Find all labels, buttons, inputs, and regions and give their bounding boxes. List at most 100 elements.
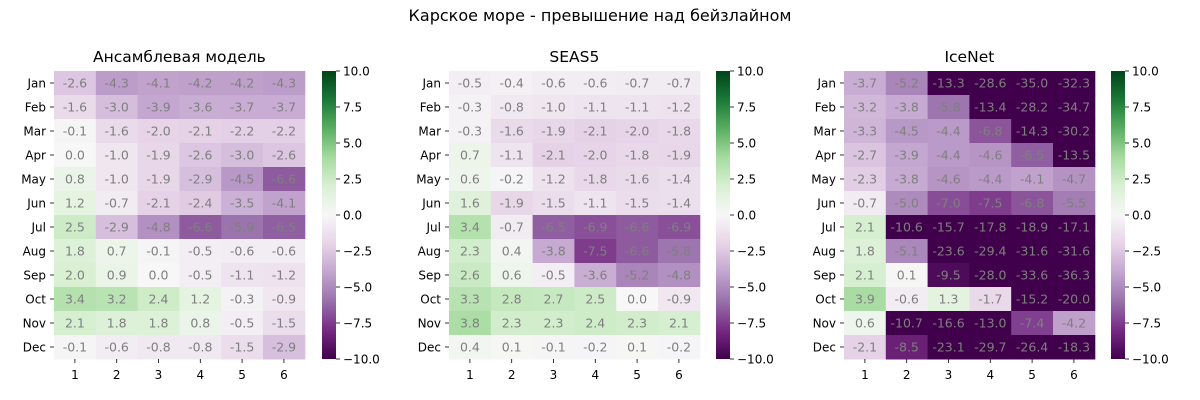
cell-value-label: -1.0 [541,100,565,115]
x-tick-label: 2 [508,368,516,382]
cell-value-label: -2.1 [146,196,170,211]
heatmap-cell [137,215,180,240]
heatmap-cell [179,167,222,192]
heatmap-cell [263,335,306,360]
cell-value-label: -1.1 [500,148,524,163]
y-tick-label: Nov [813,317,836,331]
cell-value-label: -18.9 [1016,220,1048,235]
cell-value-label: -4.4 [978,172,1002,187]
heatmap-cell [927,143,970,168]
cell-value-label: -23.6 [932,244,964,259]
heatmap-cell [969,263,1012,288]
heatmap-cell [885,311,929,336]
heatmap-cell [1053,95,1096,120]
cell-value-label: -0.1 [146,244,170,259]
cell-value-label: -2.6 [188,148,212,163]
heatmap-cell [969,95,1012,120]
heatmap-cell [658,71,701,96]
cell-value-label: -6.5 [272,220,296,235]
cell-value-label: -15.2 [1016,292,1048,307]
cell-value-label: -0.5 [541,268,565,283]
cell-value-label: -2.2 [272,124,296,139]
heatmap-cell [885,191,929,216]
heatmap-cell [221,311,264,336]
heatmap-cell [179,119,222,144]
y-tick-label: Feb [25,101,46,115]
cell-value-label: -0.2 [500,172,524,187]
heatmap-cell [449,143,492,168]
heatmap-cell [449,335,492,360]
cell-value-label: -34.7 [1058,100,1090,115]
cell-value-label: -0.6 [272,244,296,259]
cell-value-label: -7.5 [583,244,607,259]
x-tick-label: 3 [945,368,953,382]
colorbar-tick-label: 0.0 [737,209,756,223]
y-tick-label: Aug [418,245,441,259]
cell-value-label: -1.4 [667,196,691,211]
heatmap-cell [532,335,575,360]
cell-value-label: -4.4 [936,124,960,139]
x-tick-label: 5 [238,368,246,382]
x-tick-label: 6 [675,368,683,382]
cell-value-label: 1.8 [107,316,127,331]
cell-value-label: 1.8 [65,244,85,259]
cell-value-label: -0.2 [583,340,607,355]
heatmap-cell [95,239,139,264]
cell-value-label: 0.4 [460,340,480,355]
heatmap-cell [137,335,180,360]
cell-value-label: -0.6 [895,292,919,307]
heatmap-cell [927,119,970,144]
cell-value-label: -0.7 [853,196,877,211]
cell-value-label: -6.9 [583,220,607,235]
heatmap-cell [54,191,97,216]
cell-value-label: 2.3 [460,244,480,259]
heatmap-cell [844,335,887,360]
cell-value-label: -36.3 [1058,268,1090,283]
cell-value-label: -4.7 [1062,172,1086,187]
heatmap-cell [95,191,139,216]
heatmap-cell [885,239,929,264]
heatmap-cell [658,335,701,360]
cell-value-label: -3.3 [853,124,877,139]
heatmap-cell [574,167,617,192]
cell-value-label: -1.6 [105,124,129,139]
heatmap-cell [1011,191,1054,216]
heatmap-cell [221,143,264,168]
y-tick-label: Jun [816,197,836,211]
heatmap-cell [1011,167,1054,192]
heatmap-cell [449,191,492,216]
heatmap-cell [574,239,617,264]
x-tick-label: 1 [861,368,869,382]
cell-value-label: -4.2 [1062,316,1086,331]
y-tick-label: Aug [813,245,836,259]
heatmap-cell [1011,215,1054,240]
heatmap-cell [616,71,659,96]
y-tick-label: Jan [817,77,837,91]
cell-value-label: -1.0 [105,172,129,187]
x-tick-label: 1 [466,368,474,382]
cell-value-label: -6.6 [625,220,649,235]
cell-value-label: 1.2 [190,292,210,307]
cell-value-label: 1.2 [65,196,85,211]
heatmap-cell [844,287,887,312]
cell-value-label: -2.0 [146,124,170,139]
colorbar-tick-label: −2.5 [1132,245,1161,259]
heatmap-cell [54,119,97,144]
heatmap-cell [927,263,970,288]
heatmap-cell [532,143,575,168]
cell-value-label: -17.8 [974,220,1006,235]
heatmap-cell [137,311,180,336]
cell-value-label: 0.1 [627,340,647,355]
heatmap-cell [532,71,575,96]
cell-value-label: -0.8 [146,340,170,355]
heatmap-cell [574,95,617,120]
cell-value-label: -4.1 [272,196,296,211]
heatmap-cell [574,263,617,288]
heatmap-cell [1053,167,1096,192]
cell-value-label: -0.3 [230,292,254,307]
heatmap-cell [1053,287,1096,312]
cell-value-label: -0.1 [63,340,87,355]
heatmap-cell [844,71,887,96]
cell-value-label: -0.5 [230,316,254,331]
y-tick-label: Dec [418,341,441,355]
